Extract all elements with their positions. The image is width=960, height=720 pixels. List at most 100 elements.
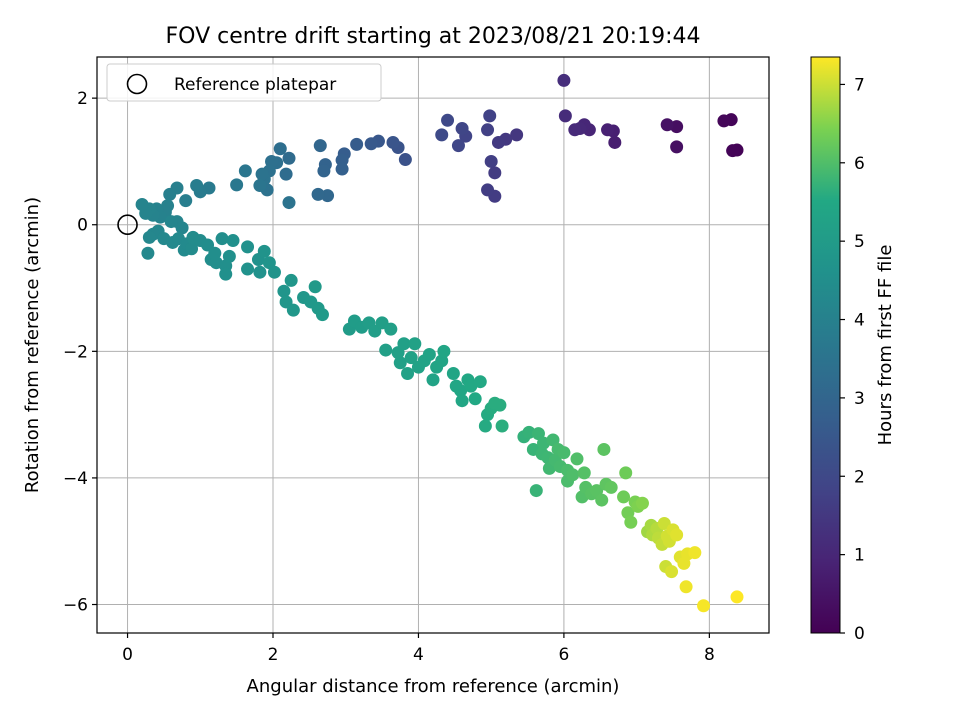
data-point [364,137,378,151]
colorbar-tick-label: 0 [854,624,865,644]
reference-platepar-marker [117,214,138,236]
data-point [215,232,229,246]
colorbar-tick-label: 7 [854,75,865,95]
data-point [595,493,609,507]
x-tick-label: 0 [122,645,133,665]
data-point [379,343,393,357]
legend-reference-label: Reference platepar [174,75,336,95]
data-point [277,284,291,298]
data-point [284,273,298,287]
x-tick-label: 6 [558,645,569,665]
data-point [529,484,543,498]
data-point [481,123,495,137]
data-point [238,164,252,178]
data-point [241,262,255,276]
data-points [135,73,744,613]
data-point [401,366,415,380]
data-point [241,240,255,254]
data-point [604,480,618,494]
data-point [619,466,633,480]
data-point [185,242,199,256]
colorbar-tick-label: 3 [854,389,865,409]
data-point [660,118,674,132]
data-point [546,433,560,447]
data-point [510,128,524,142]
data-point [670,528,684,542]
legend-reference-marker [126,73,148,95]
data-point [226,234,240,248]
y-tick-label: 2 [77,89,88,109]
data-point [601,123,615,137]
data-point [308,280,322,294]
data-point [488,166,502,180]
colorbar-tick-label: 5 [854,232,865,252]
data-point [286,303,300,317]
data-point [455,122,469,136]
data-point [317,164,331,178]
y-tick-label: −2 [63,342,88,362]
data-point [219,267,233,281]
data-point [451,139,465,153]
colorbar-tick-label: 4 [854,311,865,331]
data-point [483,109,497,123]
data-point [386,135,400,149]
data-point [179,194,193,208]
data-point [384,322,398,336]
chart-title: FOV centre drift starting at 2023/08/21 … [166,24,701,49]
colorbar-tick-label: 1 [854,546,865,566]
data-point [282,151,296,165]
data-point [141,246,155,260]
data-point [493,398,507,412]
y-axis-ticks: 2 0 −2 −4 −6 [63,89,97,616]
data-point [255,167,269,181]
data-point [468,392,482,406]
data-point [522,425,536,439]
data-point [473,375,487,389]
data-point [478,419,492,433]
data-point [282,196,296,210]
data-point [404,351,418,365]
data-point [717,114,731,128]
data-point [670,140,684,154]
data-point [617,490,631,504]
y-tick-label: −4 [63,469,88,489]
data-point [558,109,572,123]
data-point [688,546,702,560]
data-point [408,337,422,351]
colorbar [811,57,840,633]
data-point [422,347,436,361]
data-point [164,215,178,229]
data-point [484,154,498,168]
data-point [397,337,411,351]
data-point [697,599,711,613]
data-point [393,356,407,370]
data-point [175,221,189,235]
data-point [455,394,469,408]
data-point [441,113,455,127]
data-point [665,565,679,579]
data-point [437,344,451,358]
data-point [190,178,204,192]
data-point [624,515,638,529]
data-point [311,187,325,201]
data-point [398,153,412,167]
data-point [253,178,267,192]
data-point [426,373,440,387]
data-point [679,580,693,594]
legend: Reference platepar [106,63,382,102]
data-point [566,468,580,482]
data-point [313,139,327,153]
colorbar-frame [810,56,841,634]
data-point [726,144,740,158]
x-tick-label: 4 [413,645,424,665]
data-point [491,135,505,149]
colorbar-ticks: 0 1 2 3 4 5 6 7 [840,75,865,644]
x-tick-label: 8 [704,645,715,665]
data-point [273,142,287,156]
data-point [350,137,364,151]
data-point [446,366,460,380]
colorbar-tick-label: 6 [854,154,865,174]
data-point [163,187,177,201]
data-point [230,178,244,192]
